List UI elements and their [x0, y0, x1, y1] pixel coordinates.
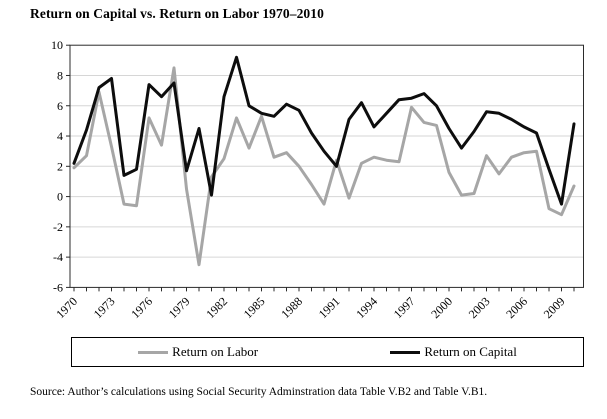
svg-text:0: 0	[57, 190, 63, 204]
svg-text:1991: 1991	[316, 294, 343, 321]
svg-text:1997: 1997	[391, 294, 418, 321]
svg-text:10: 10	[51, 38, 63, 52]
legend-item-labor: Return on Labor	[138, 344, 258, 360]
chart-legend: Return on Labor Return on Capital	[71, 337, 584, 367]
svg-text:2000: 2000	[428, 294, 455, 321]
svg-text:-2: -2	[53, 220, 63, 234]
svg-text:4: 4	[57, 129, 63, 143]
svg-text:-4: -4	[53, 250, 63, 264]
chart-title: Return on Capital vs. Return on Labor 19…	[30, 6, 324, 21]
legend-label-labor: Return on Labor	[172, 344, 259, 359]
capital-line-swatch	[390, 350, 421, 354]
legend-item-capital: Return on Capital	[390, 344, 517, 360]
labor-line-swatch	[138, 350, 169, 354]
svg-text:2: 2	[57, 159, 63, 173]
source-note: Source: Author’s calculations using Soci…	[30, 386, 488, 398]
svg-text:6: 6	[57, 99, 63, 113]
svg-text:1979: 1979	[166, 294, 193, 321]
svg-text:8: 8	[57, 68, 63, 82]
svg-text:1970: 1970	[53, 294, 80, 321]
svg-text:1976: 1976	[128, 294, 155, 321]
svg-text:1973: 1973	[91, 294, 118, 321]
line-chart: -6 -4 -2 0 2 4 6 8 10 1970 1973 1976 1979 1982 1985 198…	[51, 38, 584, 321]
svg-text:1994: 1994	[353, 294, 380, 321]
svg-text:1988: 1988	[278, 294, 305, 321]
svg-text:2003: 2003	[466, 294, 493, 321]
svg-text:1985: 1985	[241, 294, 268, 321]
svg-text:2009: 2009	[541, 294, 568, 321]
svg-text:1982: 1982	[203, 294, 230, 321]
svg-text:2006: 2006	[503, 294, 530, 321]
legend-label-capital: Return on Capital	[424, 344, 517, 359]
svg-text:-6: -6	[53, 280, 63, 294]
